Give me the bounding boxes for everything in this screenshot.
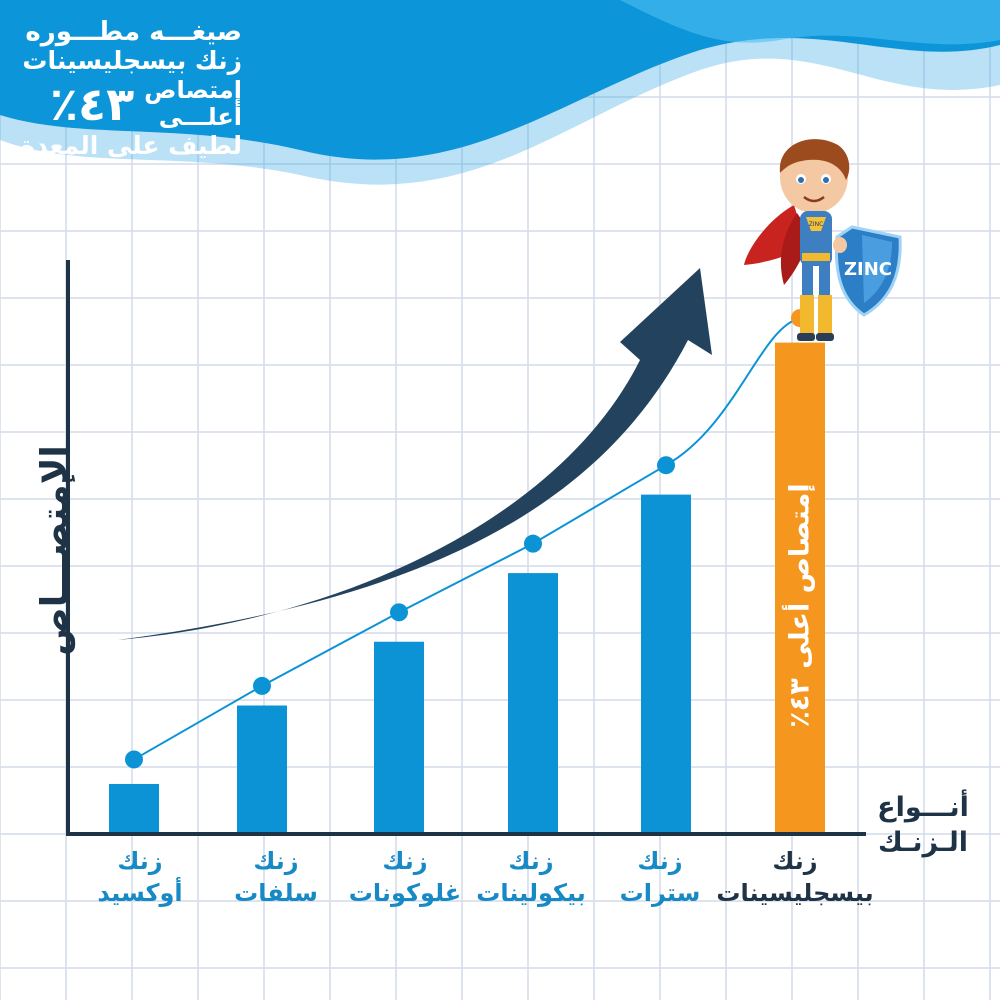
- category-label-line-2: بيكولينات: [476, 879, 586, 908]
- trend-line: [133, 317, 801, 761]
- category-label: زنك أوكسيد: [55, 845, 225, 910]
- headline-line-2: زنك بيسجليسينات: [22, 46, 242, 76]
- category-label-line-1: زنك: [637, 847, 683, 875]
- category-label-line-1: زنك: [772, 847, 818, 875]
- svg-text:ZINC: ZINC: [809, 221, 824, 228]
- svg-text:ZINC: ZINC: [844, 259, 892, 280]
- category-label-line-1: زنك: [382, 847, 428, 875]
- category-label-line-2: سلفات: [234, 879, 318, 908]
- trend-point: [125, 750, 143, 769]
- x-axis-label: أنـــواع الـزنـك: [868, 790, 978, 860]
- headline-percent: ٤٣٪: [49, 76, 135, 131]
- category-label-line-1: زنك: [253, 847, 299, 875]
- category-label-line-1: زنك: [508, 847, 554, 875]
- bar: [508, 573, 558, 833]
- headline-line-4: لطيف على المعدة: [20, 130, 242, 160]
- headline-percent-row: إمتصاص أعلـــى ٤٣٪: [2, 77, 242, 130]
- bar: [109, 783, 159, 833]
- category-label-line-2: أوكسيد: [97, 879, 183, 908]
- bar: [374, 641, 424, 833]
- category-label: زنك بيكولينات: [446, 845, 616, 910]
- y-axis-label: الإمتصـــاص: [34, 445, 76, 656]
- headline-word-higher: أعلـــى: [158, 102, 242, 131]
- highlight-bar-label: إمتصاص أعلى ٤٣٪: [784, 483, 816, 728]
- headline-line-1: صيغـــه مطـــوره: [25, 17, 242, 47]
- category-label-line-2: سترات: [619, 879, 701, 908]
- trend-point: [390, 603, 408, 622]
- header-wave: [0, 0, 1000, 185]
- category-label-line-2: بيسجليسينات: [716, 879, 874, 908]
- category-label: زنك سلفات: [191, 845, 361, 910]
- trend-point: [657, 456, 675, 475]
- bar-highlight: [775, 342, 825, 833]
- trend-point: [524, 534, 542, 553]
- category-label: زنك غلوكونات: [320, 845, 490, 910]
- category-label-line-1: زنك: [117, 847, 163, 875]
- category-label: زنك سترات: [575, 845, 745, 910]
- zinc-superhero-illustration: ZINC ZINC: [744, 139, 902, 341]
- trend-point: [253, 676, 271, 695]
- category-label-line-2: غلوكونات: [348, 879, 462, 908]
- bar: [641, 494, 691, 833]
- headline-word-absorption: إمتصاص: [144, 76, 242, 105]
- category-label: زنك بيسجليسينات: [710, 845, 880, 910]
- x-axis-label-text: أنـــواع الـزنـك: [877, 792, 969, 859]
- bar: [237, 705, 287, 833]
- headline-absorption-words: إمتصاص أعلـــى: [144, 77, 242, 130]
- headline-block: صيغـــه مطـــوره زنك بيسجليسينات إمتصاص …: [2, 17, 242, 160]
- trend-arrow: [118, 268, 712, 640]
